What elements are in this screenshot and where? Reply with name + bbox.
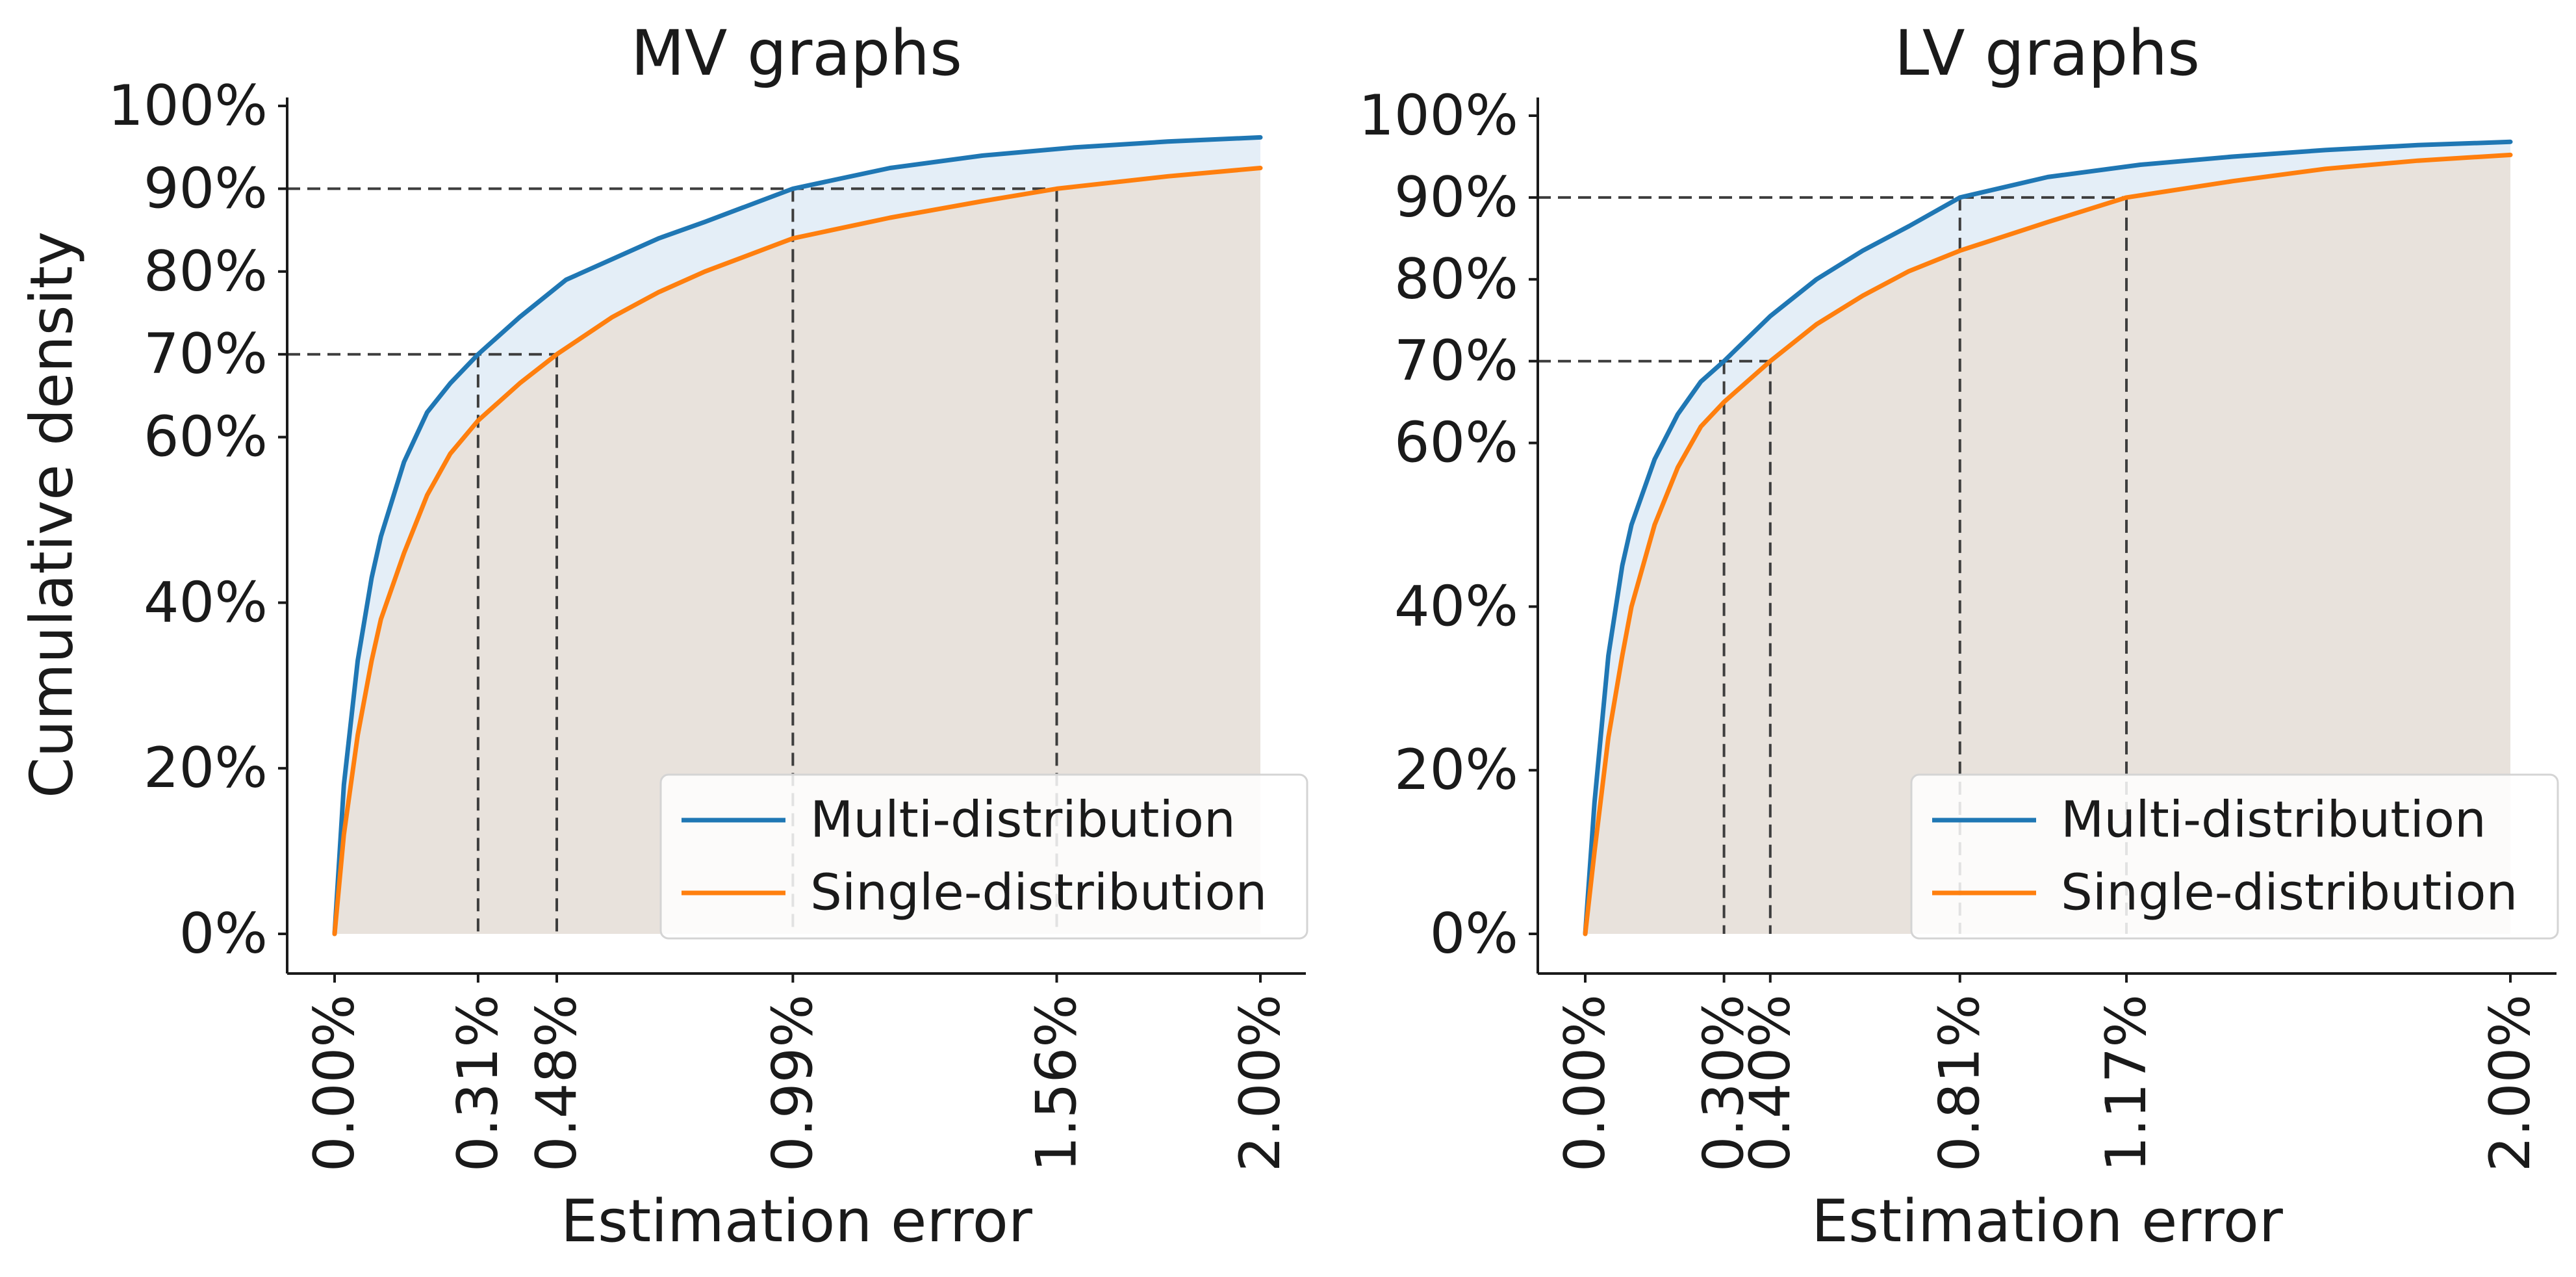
legend: Multi-distribution Single-distribution [1910, 773, 2559, 940]
series-line-single-distribution [332, 166, 1263, 936]
y-tick-label: 40% [144, 570, 268, 635]
x-tick-label: 0.00% [1553, 994, 1618, 1172]
chart-lv-graphs: 0% 20% 40% 60% 70% 80% 90% 100% 0.00% 0.30%0.40% 0… [1358, 17, 2559, 1256]
y-tick-label: 20% [144, 736, 268, 801]
y-tick-label: 70% [144, 322, 268, 387]
y-tick-label: 0% [1430, 901, 1518, 966]
series-line-single-distribution [1583, 152, 2513, 936]
x-tick-label: 2.00% [2478, 994, 2543, 1172]
legend-label: Multi-distribution [2061, 792, 2486, 849]
x-tick-label: 0.48% [524, 994, 589, 1172]
legend: Multi-distribution Single-distribution [659, 773, 1308, 940]
legend-frame [1910, 773, 2559, 940]
y-tick-label: 40% [1394, 574, 1518, 639]
chart-title: MV graphs [631, 17, 962, 90]
x-tick-label: 2.00% [1228, 994, 1293, 1172]
single-distribution-area [1585, 155, 2510, 934]
x-tick-label: 0.30% [1692, 994, 1757, 1172]
y-tick-label: 80% [1394, 247, 1518, 312]
chart-title: LV graphs [1894, 17, 2200, 90]
single-distribution-area [335, 168, 1260, 934]
gap-area [335, 137, 1260, 934]
legend-label: Multi-distribution [810, 792, 1236, 849]
x-tick-label: 1.17% [2094, 994, 2159, 1172]
y-tick-label: 60% [144, 405, 268, 470]
legend-label: Single-distribution [2061, 864, 2518, 922]
y-tick-label: 0% [179, 901, 268, 966]
y-axis-label: Cumulative density [18, 231, 86, 798]
x-tick-label: 0.31% [446, 994, 511, 1172]
y-tick-label: 90% [1394, 165, 1518, 230]
y-tick-label: 90% [144, 156, 268, 221]
y-tick-label: 70% [1394, 329, 1518, 394]
y-tick-label: 100% [108, 73, 268, 138]
x-tick-label: 0.40% [1738, 994, 1803, 1172]
y-tick-label: 100% [1358, 83, 1518, 148]
y-tick-label: 60% [1394, 411, 1518, 476]
chart-mv-graphs: 0% 20% 40% 60% 70% 80% 90% 100% 0.00% 0.31% 0.48% 0… [18, 17, 1308, 1256]
series-line-multi-distribution [1583, 139, 2513, 936]
x-axis-label: Estimation error [1811, 1187, 2283, 1256]
y-tick-label: 80% [144, 239, 268, 304]
x-tick-label: 1.56% [1025, 994, 1090, 1172]
x-axis-label: Estimation error [561, 1187, 1032, 1256]
y-tick-label: 20% [1394, 738, 1518, 803]
x-tick-label: 0.81% [1928, 994, 1993, 1172]
x-tick-label: 0.99% [760, 994, 825, 1172]
legend-frame [659, 773, 1308, 940]
x-tick-label: 0.00% [302, 994, 367, 1172]
legend-label: Single-distribution [810, 864, 1267, 922]
series-line-multi-distribution [332, 135, 1263, 936]
